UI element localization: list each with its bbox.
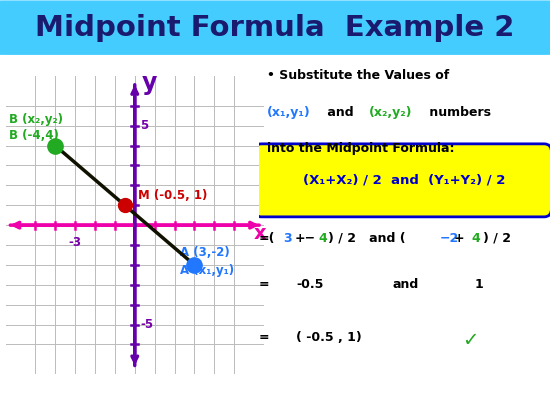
Text: into the Midpoint Formula:: into the Midpoint Formula:: [267, 142, 455, 155]
Text: (X₁+X₂) / 2  and  (Y₁+Y₂) / 2: (X₁+X₂) / 2 and (Y₁+Y₂) / 2: [303, 174, 505, 187]
FancyBboxPatch shape: [0, 1, 550, 54]
Text: ) / 2   and (: ) / 2 and (: [328, 232, 406, 245]
Text: -3: -3: [69, 236, 81, 249]
Text: -0.5: -0.5: [296, 278, 324, 291]
Text: ( -0.5 , 1): ( -0.5 , 1): [296, 331, 362, 344]
Text: A (x₁,y₁): A (x₁,y₁): [180, 264, 235, 277]
Text: 4: 4: [471, 232, 480, 245]
Text: • Substitute the Values of: • Substitute the Values of: [267, 69, 449, 82]
Text: =: =: [258, 331, 269, 344]
Text: 1: 1: [474, 278, 483, 291]
Text: +−: +−: [295, 232, 316, 245]
Text: A (3,-2): A (3,-2): [180, 246, 230, 260]
Text: B (-4,4): B (-4,4): [9, 129, 59, 142]
Text: (x₁,y₁): (x₁,y₁): [267, 106, 311, 119]
Text: B (x₂,y₂): B (x₂,y₂): [9, 113, 63, 126]
Text: 4: 4: [318, 232, 327, 245]
Text: Midpoint Formula  Example 2: Midpoint Formula Example 2: [35, 14, 515, 41]
Text: =(: =(: [258, 232, 275, 245]
Text: M (-0.5, 1): M (-0.5, 1): [138, 189, 207, 202]
Text: 3: 3: [283, 232, 292, 245]
Text: =: =: [258, 278, 269, 291]
Text: ) / 2: ) / 2: [483, 232, 511, 245]
Text: (x₂,y₂): (x₂,y₂): [369, 106, 412, 119]
Text: ✓: ✓: [463, 331, 479, 350]
Text: x: x: [254, 224, 267, 243]
Text: and: and: [393, 278, 419, 291]
Text: and: and: [323, 106, 358, 119]
Text: numbers: numbers: [425, 106, 491, 119]
Text: −2: −2: [439, 232, 459, 245]
Text: -5: -5: [140, 318, 153, 331]
Text: 5: 5: [140, 119, 148, 132]
Text: +: +: [454, 232, 464, 245]
FancyBboxPatch shape: [254, 144, 550, 217]
Text: y: y: [142, 71, 157, 95]
